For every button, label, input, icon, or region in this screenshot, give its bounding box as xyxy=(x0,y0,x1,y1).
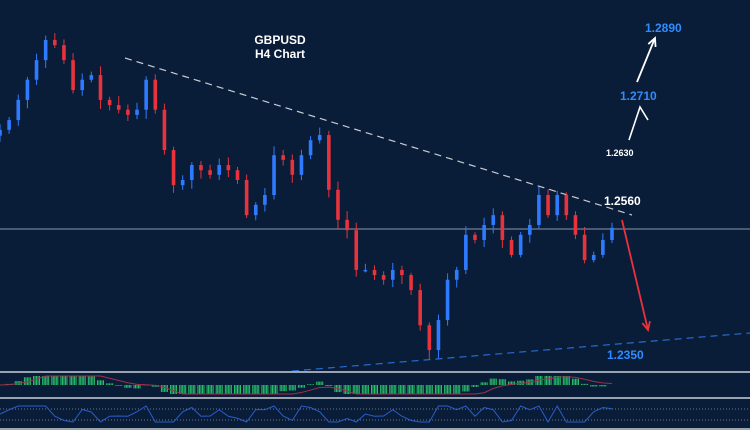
candle-body xyxy=(190,165,194,181)
candle-body xyxy=(107,99,112,106)
candle-body xyxy=(244,180,249,216)
candle-body xyxy=(354,230,359,270)
candle-body xyxy=(62,45,66,61)
candle-body xyxy=(208,170,212,175)
level-label-1-2630: 1.2630 xyxy=(606,148,634,158)
candle-body xyxy=(98,75,103,100)
level-label-1-2350: 1.2350 xyxy=(607,348,644,362)
candle-body xyxy=(226,165,231,171)
bullish-arrow xyxy=(636,37,656,83)
candle-body xyxy=(281,155,285,160)
descending-trendline xyxy=(124,57,633,216)
candle-body xyxy=(454,269,459,280)
candle-body xyxy=(327,135,331,190)
candle-body xyxy=(509,239,514,255)
candle-body xyxy=(299,155,304,175)
candle-body xyxy=(491,215,496,225)
candle-body xyxy=(0,129,2,136)
candle-body xyxy=(263,194,267,205)
candle-body xyxy=(89,75,94,80)
candle-body xyxy=(473,234,477,240)
candle-body xyxy=(308,140,313,156)
candle-body xyxy=(527,224,532,235)
chart-subtitle: H4 Chart xyxy=(254,47,305,61)
candle-body xyxy=(16,99,21,121)
level-label-1-2710: 1.2710 xyxy=(620,89,657,103)
candle-body xyxy=(43,39,48,61)
candle-body xyxy=(144,79,148,110)
candle-body xyxy=(235,170,240,181)
candle-body xyxy=(253,204,258,216)
candle-body xyxy=(317,135,322,141)
candle-body xyxy=(336,189,340,220)
candle-body xyxy=(372,269,377,276)
candle-body xyxy=(171,150,176,186)
chart-title: GBPUSD xyxy=(254,33,306,47)
rsi-line xyxy=(0,404,613,424)
candle-body xyxy=(272,155,276,195)
candle-body xyxy=(400,269,404,276)
candle-body xyxy=(555,194,559,216)
candle-body xyxy=(135,109,139,115)
candle-body xyxy=(290,159,295,175)
panel-separator xyxy=(0,428,750,430)
level-label-1-2890: 1.2890 xyxy=(645,21,682,35)
candle-body xyxy=(363,269,368,272)
candle-body xyxy=(53,39,57,46)
candle-body xyxy=(518,234,523,255)
candle-body xyxy=(153,79,158,110)
candle-body xyxy=(345,219,349,231)
candle-body xyxy=(217,165,222,175)
bearish-arrow-head xyxy=(641,321,651,333)
bullish-arrow-head xyxy=(647,36,657,48)
candle-body xyxy=(427,325,432,351)
candle-body xyxy=(591,254,596,261)
candle-body xyxy=(564,194,569,216)
panel-separator xyxy=(0,371,750,373)
candle-body xyxy=(126,109,130,115)
candle-body xyxy=(537,194,541,225)
candle-body xyxy=(582,234,587,261)
candle-body xyxy=(25,79,30,100)
candle-body xyxy=(573,215,578,235)
candle-body xyxy=(71,60,75,91)
candle-body xyxy=(180,180,185,186)
candle-body xyxy=(610,227,614,240)
candle-body xyxy=(162,109,167,151)
candle-body xyxy=(409,275,413,291)
panel-separator xyxy=(0,397,750,399)
bearish-arrow xyxy=(621,219,649,331)
candle-body xyxy=(7,120,11,130)
candle-body xyxy=(464,234,468,270)
candle-body xyxy=(381,275,386,280)
candle-body xyxy=(199,165,203,171)
candle-body xyxy=(500,215,505,240)
candle-body xyxy=(80,79,85,91)
level-label-1-2560: 1.2560 xyxy=(604,194,641,208)
candle-body xyxy=(601,239,605,255)
candle-body xyxy=(482,224,486,240)
candle-body xyxy=(116,105,121,110)
ascending-trendline xyxy=(279,332,750,373)
macd-signal-line xyxy=(0,375,613,395)
candle-body xyxy=(34,60,39,80)
candle-body xyxy=(390,269,395,280)
candle-body xyxy=(546,194,550,216)
candle-body xyxy=(445,279,450,321)
candle-body xyxy=(436,320,441,351)
bullish-arrow-short xyxy=(628,105,649,141)
candle-body xyxy=(418,290,422,326)
